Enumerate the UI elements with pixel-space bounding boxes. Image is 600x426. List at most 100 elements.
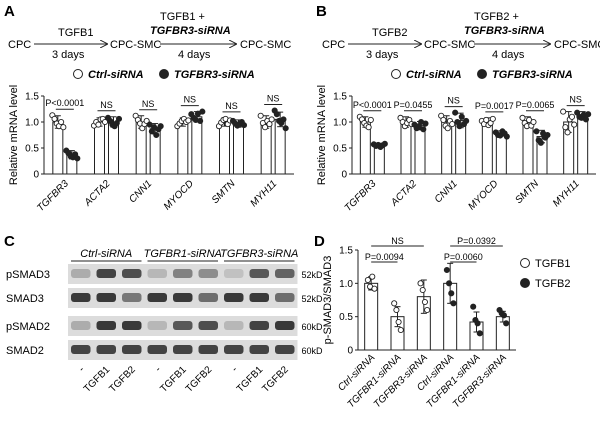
y-tick-label: 1.0 <box>339 279 353 290</box>
stat-label: P=0.0094 <box>365 252 404 262</box>
stat-label: P=0.0455 <box>394 100 433 110</box>
data-point <box>422 120 429 127</box>
lane-label: - <box>153 364 163 374</box>
kd-label: 52kD <box>302 294 324 304</box>
y-tick-label: 1.5 <box>339 246 353 257</box>
kd-label: 60kD <box>302 346 324 356</box>
x-tick-label: ACTA2 <box>388 178 419 209</box>
legend-open-marker <box>73 69 83 79</box>
bar <box>233 123 244 175</box>
blot-band <box>275 321 295 330</box>
data-point <box>146 121 153 128</box>
bar <box>400 121 412 175</box>
data-point <box>74 155 81 162</box>
data-point <box>95 121 102 128</box>
blot-band <box>71 345 91 354</box>
scheme-step2a: TGFB2 + <box>474 11 519 23</box>
data-point <box>420 126 427 133</box>
bar <box>481 121 493 175</box>
data-point <box>500 312 507 319</box>
lane-label: TGFB2 <box>260 364 291 395</box>
panel-a-chart: 0 0.5 1.0 1.5 Relative mRNA level P<0.0001 TGF… <box>8 85 294 214</box>
y-tick-label: 1.5 <box>25 92 39 103</box>
data-point <box>393 306 400 314</box>
panel-b-legend: Ctrl-siRNA TGFBR3-siRNA <box>391 69 573 81</box>
x-tick-label: SMTN <box>513 178 541 206</box>
data-point <box>582 116 590 123</box>
data-point <box>395 318 402 326</box>
scheme-end: CPC-SMC <box>554 39 600 51</box>
stat-label: P<0.0001 <box>45 98 84 108</box>
bar <box>52 121 64 175</box>
blot-band <box>147 345 167 354</box>
data-point <box>419 286 426 294</box>
data-point <box>262 124 269 131</box>
blot-band <box>96 269 116 278</box>
kd-label: 60kD <box>302 322 324 332</box>
legend-filled-label: TGFB2 <box>535 278 570 290</box>
stat-label: P=0.0017 <box>475 101 514 111</box>
data-point <box>417 280 424 287</box>
panel-b-scheme: CPC TGFB2 3 days CPC-SMC TGFB2 + TGFBR3-… <box>322 11 600 61</box>
scheme-step2a: TGFB1 + <box>160 11 205 23</box>
panel-a-legend: Ctrl-siRNA TGFBR3-siRNA <box>73 69 255 81</box>
data-point <box>562 124 569 131</box>
group-label-tgfbr1: TGFBR1-siRNA <box>144 248 222 260</box>
data-point <box>273 111 280 118</box>
data-point <box>58 118 65 126</box>
scheme-mid: CPC-SMC <box>110 39 161 51</box>
data-point <box>257 112 264 119</box>
blot-band <box>96 345 116 354</box>
legend-open-label: TGFB1 <box>535 258 570 270</box>
scheme-days1: 3 days <box>366 49 399 61</box>
x-tick-label: MYOCD <box>466 178 500 212</box>
y-tick-label: 1.5 <box>333 92 347 103</box>
panel-d-legend: TGFB1 TGFB2 <box>520 258 570 290</box>
scheme-days2: 4 days <box>178 49 211 61</box>
band-label: pSMAD2 <box>6 321 50 333</box>
data-point <box>483 116 490 123</box>
stat-label: NS <box>184 95 197 105</box>
y-tick-label: 0.5 <box>25 144 39 155</box>
bar <box>522 121 534 175</box>
data-point <box>452 109 459 116</box>
stat-label: NS <box>569 95 582 105</box>
lane-label: - <box>230 364 240 374</box>
panel-a-scheme: CPC TGFB1 3 days CPC-SMC TGFB1 + TGFBR3-… <box>8 11 291 61</box>
data-point <box>443 266 450 274</box>
y-tick-label: 1.0 <box>25 118 39 129</box>
blot-band <box>173 293 193 302</box>
data-point <box>444 125 451 132</box>
data-point <box>440 116 447 123</box>
kd-label: 52kD <box>302 270 324 280</box>
legend-filled-marker <box>477 69 487 79</box>
blot-band <box>198 345 218 354</box>
blot-band <box>173 345 193 354</box>
bar <box>495 132 507 175</box>
blot-band <box>198 269 218 278</box>
y-tick-label: 0 <box>341 170 347 181</box>
legend-open-label: Ctrl-siRNA <box>406 69 462 81</box>
stat-label: NS <box>225 101 238 111</box>
x-tick-label: CNN1 <box>433 178 460 205</box>
group-label-ctrl: Ctrl-siRNA <box>80 248 132 260</box>
panel-d-chart: 00.51.01.5p-SMAD3/SMAD3Ctrl-siRNATGFBR1-… <box>322 236 516 410</box>
data-point <box>157 123 164 130</box>
data-point <box>503 133 510 140</box>
data-point <box>489 115 496 122</box>
blot-band <box>198 321 218 330</box>
data-point <box>585 111 592 118</box>
legend-filled-label: TGFBR3-siRNA <box>492 69 573 81</box>
blot-band <box>96 321 116 330</box>
legend-open-marker <box>520 258 530 268</box>
legend-open-marker <box>391 69 401 79</box>
blot-band <box>249 345 269 354</box>
blot-band <box>275 269 295 278</box>
blot-band <box>147 293 167 302</box>
lane-label: TGFB2 <box>107 364 138 395</box>
blot-band <box>71 293 91 302</box>
band-label: SMAD2 <box>6 345 44 357</box>
legend-open-label: Ctrl-siRNA <box>88 69 144 81</box>
